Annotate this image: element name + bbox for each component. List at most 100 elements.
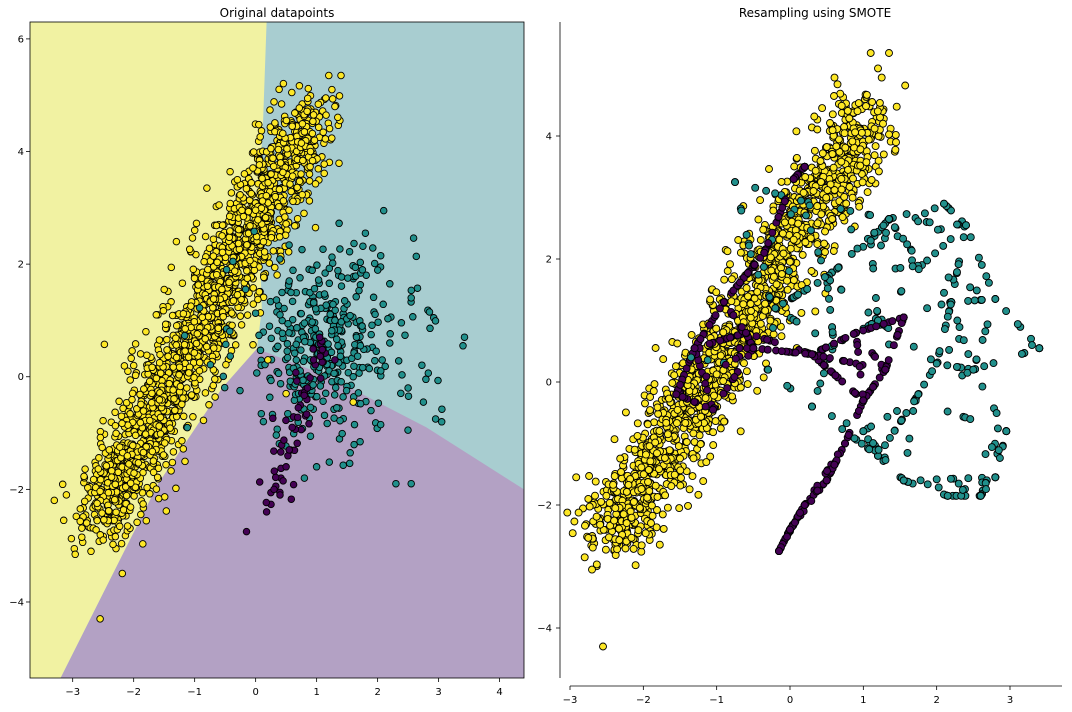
point-class-1 [703, 356, 712, 365]
point-class-2 [136, 390, 144, 399]
point-class-2 [622, 519, 631, 528]
point-class-2 [214, 324, 223, 333]
point-class-2 [249, 300, 258, 308]
point-class-2 [139, 407, 148, 415]
point-class-1 [345, 459, 354, 468]
point-class-2 [813, 219, 822, 228]
point-class-1 [289, 266, 297, 275]
point-class-1 [344, 368, 353, 377]
point-class-2 [696, 440, 705, 449]
point-class-0 [807, 497, 816, 505]
point-class-1 [1035, 344, 1044, 353]
point-class-2 [133, 518, 141, 527]
point-class-2 [851, 128, 860, 137]
point-class-1 [816, 379, 825, 388]
point-class-2 [195, 358, 204, 367]
point-class-2 [325, 71, 333, 80]
right-x-tick-label: −2 [636, 695, 651, 706]
point-class-1 [945, 345, 954, 354]
point-class-0 [277, 448, 285, 456]
point-class-2 [747, 306, 756, 315]
point-class-0 [731, 354, 740, 363]
point-class-1 [355, 286, 363, 295]
point-class-2 [777, 177, 786, 186]
point-class-2 [111, 480, 120, 489]
point-class-1 [969, 365, 978, 374]
point-class-2 [93, 516, 101, 525]
point-class-2 [651, 438, 660, 447]
point-class-2 [813, 240, 822, 249]
point-class-1 [350, 239, 358, 248]
point-class-2 [832, 142, 841, 151]
point-class-2 [303, 94, 312, 103]
point-class-2 [591, 491, 599, 500]
point-class-2 [322, 94, 330, 102]
point-class-2 [817, 210, 826, 219]
point-class-1 [316, 382, 325, 390]
point-class-1 [337, 282, 346, 290]
point-class-2 [627, 513, 636, 522]
point-class-1 [386, 339, 394, 347]
left-x-tick-label: −3 [65, 687, 80, 698]
point-class-1 [285, 241, 293, 249]
point-class-2 [822, 193, 831, 202]
point-class-0 [702, 372, 711, 381]
point-class-2 [862, 90, 871, 99]
point-class-2 [189, 265, 198, 274]
point-class-2 [681, 418, 690, 427]
point-class-2 [200, 257, 208, 266]
point-class-2 [662, 418, 671, 427]
point-class-1 [376, 420, 385, 429]
point-class-2 [78, 524, 86, 532]
point-class-2 [798, 250, 807, 259]
point-class-2 [701, 394, 710, 403]
point-class-2 [786, 244, 795, 253]
point-class-1 [836, 204, 845, 213]
point-class-1 [319, 397, 327, 405]
point-class-2 [308, 129, 317, 138]
point-class-0 [879, 319, 888, 328]
point-class-2 [203, 184, 211, 192]
point-class-2 [660, 454, 669, 462]
point-class-1 [687, 353, 695, 362]
point-class-1 [943, 312, 952, 321]
point-class-1 [1028, 341, 1036, 350]
point-class-2 [716, 351, 725, 360]
point-class-2 [293, 183, 301, 192]
point-class-2 [635, 503, 644, 512]
point-class-0 [884, 356, 893, 365]
point-class-1 [779, 299, 787, 308]
point-class-1 [437, 418, 446, 426]
point-class-2 [742, 284, 751, 293]
point-class-0 [853, 341, 862, 350]
point-class-1 [267, 376, 275, 385]
point-class-1 [276, 255, 284, 263]
point-class-2 [115, 522, 124, 531]
point-class-2 [712, 370, 721, 379]
point-class-1 [920, 209, 929, 218]
point-class-0 [831, 371, 840, 380]
point-class-1 [397, 319, 406, 327]
point-class-2 [769, 206, 778, 215]
point-class-1 [350, 362, 358, 370]
point-class-2 [139, 448, 148, 457]
point-class-2 [854, 99, 863, 108]
point-class-2 [288, 88, 296, 97]
point-class-0 [726, 333, 735, 342]
point-class-2 [858, 178, 867, 187]
point-class-2 [813, 125, 822, 134]
point-class-2 [285, 206, 293, 214]
point-class-2 [240, 170, 249, 178]
point-class-1 [356, 399, 365, 408]
point-class-2 [211, 375, 219, 383]
point-class-2 [128, 389, 137, 398]
point-class-2 [251, 206, 260, 214]
point-class-2 [266, 106, 274, 114]
point-class-1 [978, 382, 987, 391]
point-class-1 [903, 448, 912, 457]
point-class-2 [609, 480, 618, 489]
point-class-2 [286, 180, 294, 188]
point-class-2 [218, 221, 227, 229]
point-class-0 [282, 416, 290, 425]
